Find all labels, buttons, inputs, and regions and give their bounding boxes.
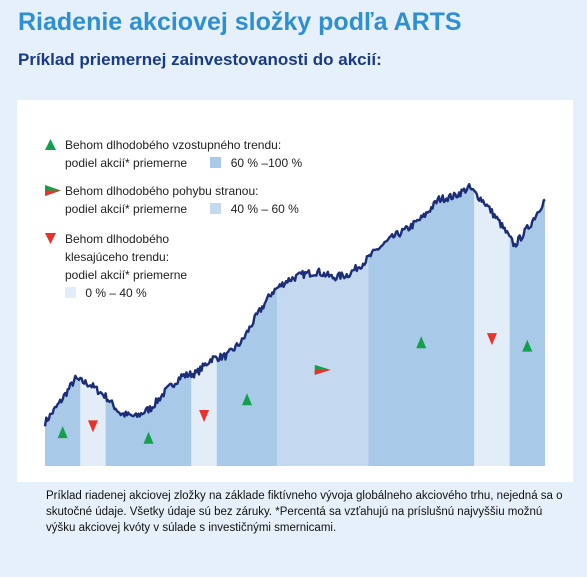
- legend-down-range: 0 % – 40 %: [85, 286, 147, 300]
- up-swatch: [210, 157, 222, 168]
- legend-up-line2-row: podiel akcií* priemerne 60 % –100 %: [65, 154, 302, 172]
- segment-area-down-7: [474, 190, 510, 466]
- trend-marker-down-1: [87, 420, 98, 433]
- segment-area-up-0: [45, 375, 81, 466]
- legend-side-line2-row: podiel akcií* priemerne 40 % – 60 %: [65, 200, 299, 218]
- segment-area-up-8: [509, 199, 545, 466]
- legend-down: Behom dlhodobého klesajúceho trendu: pod…: [45, 230, 188, 302]
- market-line: [43, 183, 546, 427]
- trend-marker-up-2: [143, 431, 154, 444]
- legend-down-range-row: 0 % – 40 %: [65, 284, 187, 302]
- side-triangle-icon: [45, 185, 61, 196]
- legend-side: Behom dlhodobého pohybu stranou: podiel …: [45, 182, 299, 218]
- page-subtitle: Príklad priemernej zainvestovanosti do a…: [18, 50, 382, 69]
- chart-panel: Behom dlhodobého vzostupného trendu: pod…: [17, 100, 573, 482]
- up-triangle-icon: [45, 139, 56, 150]
- trend-marker-up-6: [416, 336, 427, 349]
- segment-area-up-4: [216, 287, 278, 466]
- down-triangle-icon: [45, 233, 56, 244]
- trend-marker-side-5: [314, 364, 331, 375]
- legend-side-line2: podiel akcií* priemerne: [65, 202, 188, 216]
- trend-chart: [43, 183, 546, 466]
- legend-up-line1: Behom dlhodobého vzostupného trendu:: [65, 138, 282, 152]
- segment-area-up-6: [368, 184, 475, 466]
- trend-marker-up-4: [242, 393, 252, 406]
- legend-down-line2: klesajúceho trendu:: [65, 250, 170, 264]
- segment-area-side-5: [277, 256, 369, 466]
- side-swatch: [210, 203, 222, 214]
- legend-side-line1: Behom dlhodobého pohybu stranou:: [65, 184, 259, 198]
- footnote: Príklad riadenej akciovej zložky na zákl…: [46, 490, 563, 534]
- trend-marker-down-7: [486, 333, 497, 346]
- down-swatch: [65, 287, 76, 298]
- trend-marker-up-0: [57, 426, 68, 439]
- legend-down-line1: Behom dlhodobého: [65, 232, 170, 246]
- legend-down-line3: podiel akcií* priemerne: [65, 268, 188, 282]
- legend-up-line2: podiel akcií* priemerne: [65, 156, 188, 170]
- trend-marker-down-3: [199, 409, 210, 422]
- legend-side-range: 40 % – 60 %: [230, 202, 299, 216]
- legend-up: Behom dlhodobého vzostupného trendu: pod…: [45, 136, 302, 172]
- trend-marker-up-8: [522, 339, 533, 352]
- segment-area-up-2: [105, 371, 192, 466]
- page-title: Riadenie akciovej složky podľa ARTS: [18, 8, 462, 36]
- legend-up-range: 60 % –100 %: [230, 156, 303, 170]
